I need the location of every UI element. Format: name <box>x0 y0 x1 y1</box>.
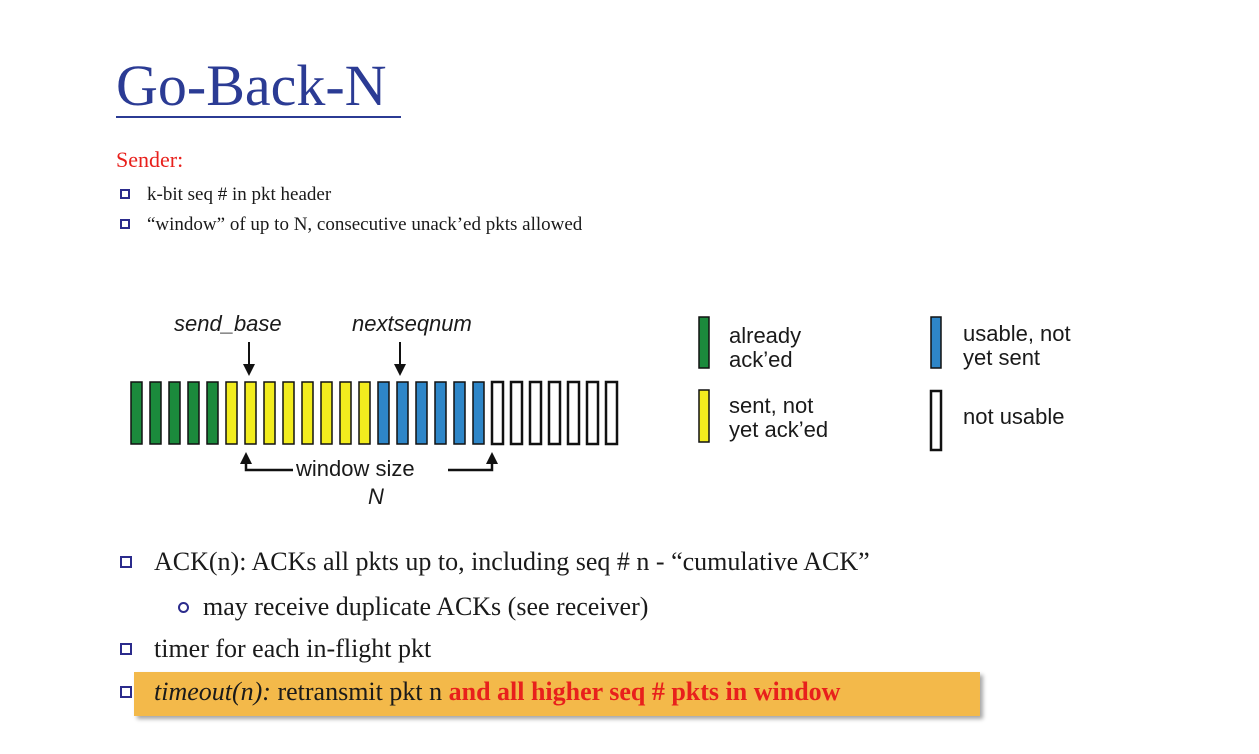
packet-sent <box>225 381 238 445</box>
packet-usable <box>453 381 466 445</box>
square-bullet-icon <box>120 189 130 199</box>
packet-sent <box>320 381 333 445</box>
sender-bullet-text: k-bit seq # in pkt header <box>147 184 332 205</box>
sender-label: Sender: <box>116 147 184 172</box>
sub-bullet-dup: may receive duplicate ACKs (see receiver… <box>178 592 648 622</box>
square-bullet-icon <box>120 686 132 698</box>
sub-bullet-dup-text: may receive duplicate ACKs (see receiver… <box>203 592 649 621</box>
packet-usable <box>434 381 447 445</box>
packet-unusable <box>585 380 600 446</box>
window-bracket-right-head <box>486 452 498 464</box>
timeout-emphasis-text: and all higher seq # pkts in window <box>448 677 841 706</box>
square-bullet-icon <box>120 643 132 655</box>
circle-bullet-icon <box>178 602 189 613</box>
window-bracket-left <box>244 462 294 472</box>
packet-unusable <box>528 380 543 446</box>
bullet-ack-text: ACK(n): ACKs all pkts up to, including s… <box>154 547 870 576</box>
packet-sent <box>282 381 295 445</box>
packet-acked <box>206 381 219 445</box>
legend-sent-swatch <box>698 389 710 443</box>
packet-acked <box>130 381 143 445</box>
legend-sent-label: sent, not yet ack’ed <box>729 393 829 442</box>
packet-acked <box>149 381 162 445</box>
window-n-label: N <box>368 484 384 509</box>
packet-sequence <box>130 380 619 446</box>
packet-unusable <box>509 380 524 446</box>
title-underline <box>116 116 401 118</box>
legend-acked-label: already ack’ed <box>729 323 802 372</box>
legend-usable-label: usable, not yet sent <box>963 321 1071 370</box>
nextseqnum-label: nextseqnum <box>352 311 472 336</box>
timeout-function-text: timeout(n): <box>154 677 271 706</box>
sender-bullet-1: k-bit seq # in pkt header <box>120 184 331 206</box>
packet-sent <box>263 381 276 445</box>
window-bracket-left-head <box>240 452 252 464</box>
legend-unusable-swatch <box>929 389 943 452</box>
legend-acked-swatch <box>698 316 710 369</box>
packet-acked <box>187 381 200 445</box>
legend-usable-swatch <box>930 316 942 369</box>
window-bracket-right <box>448 462 494 472</box>
packet-unusable <box>490 380 505 446</box>
nextseqnum-arrow-head <box>394 364 406 376</box>
send-base-label: send_base <box>174 311 282 336</box>
send-base-arrow-head <box>243 364 255 376</box>
bullet-timer-text: timer for each in-flight pkt <box>154 634 432 663</box>
timeout-plain-text: retransmit pkt n <box>270 677 449 706</box>
sender-bullet-2: “window” of up to N, consecutive unack’e… <box>120 214 582 236</box>
sender-bullet-text: “window” of up to N, consecutive unack’e… <box>147 214 583 235</box>
packet-unusable <box>604 380 619 446</box>
timeout-highlight-box <box>134 672 980 716</box>
bullet-ack: ACK(n): ACKs all pkts up to, including s… <box>120 547 870 577</box>
packet-unusable <box>566 380 581 446</box>
packet-sent <box>301 381 314 445</box>
window-size-label: window size <box>293 456 418 482</box>
packet-usable <box>415 381 428 445</box>
square-bullet-icon <box>120 219 130 229</box>
bullet-timeout-text: timeout(n): retransmit pkt n and all hig… <box>154 677 840 707</box>
packet-sent <box>244 381 257 445</box>
legend-unusable-label: not usable <box>963 404 1065 429</box>
packet-sent <box>339 381 352 445</box>
packet-unusable <box>547 380 562 446</box>
packet-sent <box>358 381 371 445</box>
packet-usable <box>472 381 485 445</box>
bullet-timer: timer for each in-flight pkt <box>120 634 431 664</box>
bullet-timeout: timeout(n): retransmit pkt n and all hig… <box>120 677 840 707</box>
packet-usable <box>396 381 409 445</box>
packet-usable <box>377 381 390 445</box>
slide-title: Go-Back-N <box>116 53 387 118</box>
square-bullet-icon <box>120 556 132 568</box>
packet-acked <box>168 381 181 445</box>
